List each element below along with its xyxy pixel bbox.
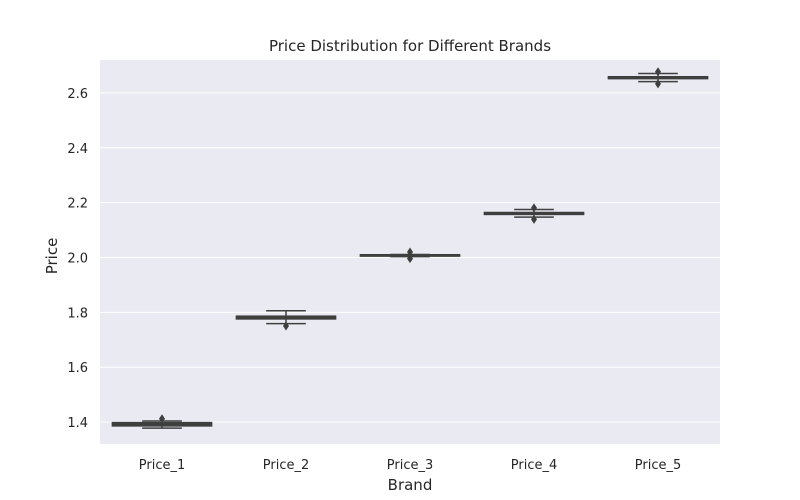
y-axis-label: Price	[43, 238, 61, 275]
box-Price_2	[235, 309, 337, 331]
x-tick-label: Price_5	[635, 458, 681, 473]
outlier-point	[407, 254, 413, 264]
outlier-point	[531, 214, 537, 224]
x-tick-label: Price_3	[387, 458, 433, 473]
box-Price_3	[359, 247, 461, 264]
boxes	[111, 67, 709, 429]
x-axis-label: Brand	[388, 476, 433, 494]
y-tick-label: 1.8	[67, 306, 88, 321]
box-Price_4	[483, 203, 585, 224]
x-axis-ticks: Price_1 Price_2 Price_3 Price_4 Price_5	[139, 458, 681, 473]
box-Price_5	[607, 67, 709, 89]
outlier-point	[531, 203, 537, 213]
box-Price_1	[111, 414, 213, 429]
x-tick-label: Price_4	[511, 458, 557, 473]
x-tick-label: Price_1	[139, 458, 185, 473]
chart-title: Price Distribution for Different Brands	[269, 37, 551, 55]
outlier-point	[655, 67, 661, 77]
outlier-point	[159, 414, 165, 424]
y-tick-label: 2.2	[67, 197, 88, 212]
y-axis-ticks: 1.4 1.6 1.8 2.0 2.2 2.4 2.6	[67, 87, 88, 431]
outlier-point	[283, 321, 289, 331]
y-tick-label: 2.6	[67, 87, 88, 102]
outlier-point	[407, 247, 413, 257]
y-tick-label: 1.4	[67, 416, 88, 431]
y-tick-label: 2.4	[67, 142, 88, 157]
x-tick-label: Price_2	[263, 458, 309, 473]
y-tick-label: 2.0	[67, 251, 88, 266]
outlier-point	[655, 79, 661, 89]
y-tick-label: 1.6	[67, 361, 88, 376]
